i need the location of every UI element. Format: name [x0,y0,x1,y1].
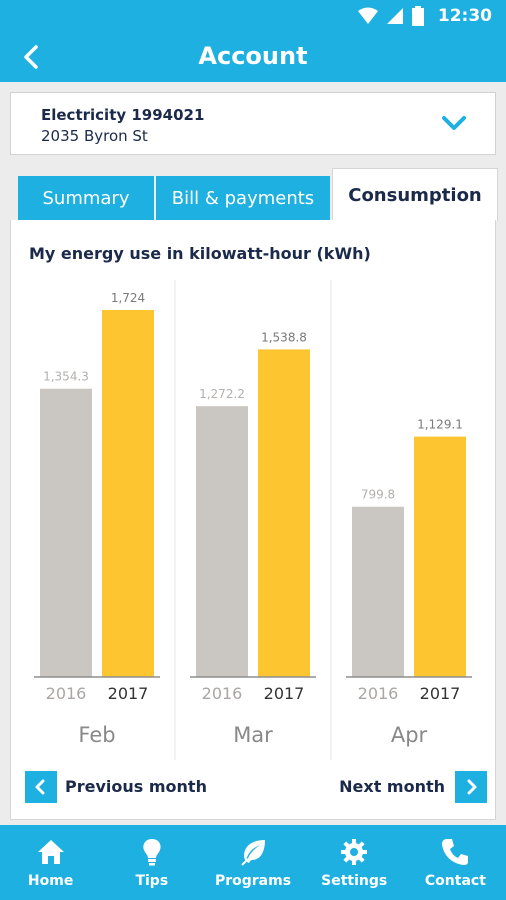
status-bar: 12:30 [0,0,506,34]
account-name: Electricity 1994021 [41,106,205,124]
nav-home-label: Home [27,873,74,889]
next-month-label[interactable]: Next month [339,777,445,796]
nav-settings-label: Settings [321,873,388,889]
series-label: 2016 [202,684,243,703]
data-label: 1,354.3 [43,370,89,384]
tab-consumption[interactable]: Consumption [332,168,498,221]
series-label: 2017 [264,684,305,703]
series-label: 2016 [358,684,399,703]
previous-month-label[interactable]: Previous month [65,777,207,796]
back-arrow-icon[interactable] [18,42,48,72]
nav-contact[interactable]: Contact [405,825,506,900]
category-label: Feb [78,723,115,747]
data-label: 799.8 [361,488,395,502]
wifi-icon [357,7,378,24]
data-label: 1,538.8 [261,330,307,344]
account-selector[interactable]: Electricity 1994021 2035 Byron St [10,92,496,155]
phone-icon [442,839,469,865]
page-title: Account [198,42,308,70]
category-label: Apr [391,723,428,747]
status-icons: 12:30 [357,6,492,26]
series-label: 2016 [46,684,87,703]
tab-bill-payments[interactable]: Bill & payments [156,176,330,220]
nav-contact-label: Contact [424,873,486,889]
bottom-navigation: Home Tips Programs [0,825,506,900]
bar-2017-apr [414,436,466,677]
gear-icon [341,839,368,865]
chevron-right-icon [467,779,477,795]
chevron-left-icon [35,779,45,795]
next-month-button[interactable] [455,771,487,803]
tab-summary[interactable]: Summary [18,176,154,220]
lightbulb-icon [143,839,161,866]
category-label: Mar [233,723,273,747]
nav-tips-label: Tips [135,873,169,889]
energy-chart: 1,354.3 2016 1,724 2017 Feb 1,272.2 2016 1,538.… [34,280,472,760]
chart-title: My energy use in kilowatt-hour (kWh) [29,244,371,263]
nav-programs-label: Programs [214,873,292,889]
nav-home[interactable]: Home [0,825,101,900]
chevron-down-icon[interactable] [441,113,467,133]
battery-icon [411,6,424,26]
status-time: 12:30 [437,6,492,26]
series-label: 2017 [420,684,461,703]
nav-programs[interactable]: Programs [202,825,303,900]
bar-2016-feb [40,388,92,677]
account-address: 2035 Byron St [41,127,148,145]
signal-icon [386,8,403,24]
home-icon [37,840,64,864]
bar-2016-mar [196,406,248,677]
bar-2017-mar [258,349,310,677]
nav-tips[interactable]: Tips [101,825,202,900]
tab-bar: Summary Bill & payments Consumption [18,168,498,221]
data-label: 1,129.1 [417,418,463,432]
app-bar: Account [0,34,506,82]
nav-settings[interactable]: Settings [304,825,405,900]
series-label: 2017 [108,684,149,703]
data-label: 1,272.2 [199,387,245,401]
data-label: 1,724 [111,291,145,305]
bar-2016-apr [352,506,404,677]
leaf-icon [241,840,265,866]
bar-2017-feb [102,310,154,677]
consumption-panel: My energy use in kilowatt-hour (kWh) 1,3… [10,220,496,820]
previous-month-button[interactable] [25,771,57,803]
